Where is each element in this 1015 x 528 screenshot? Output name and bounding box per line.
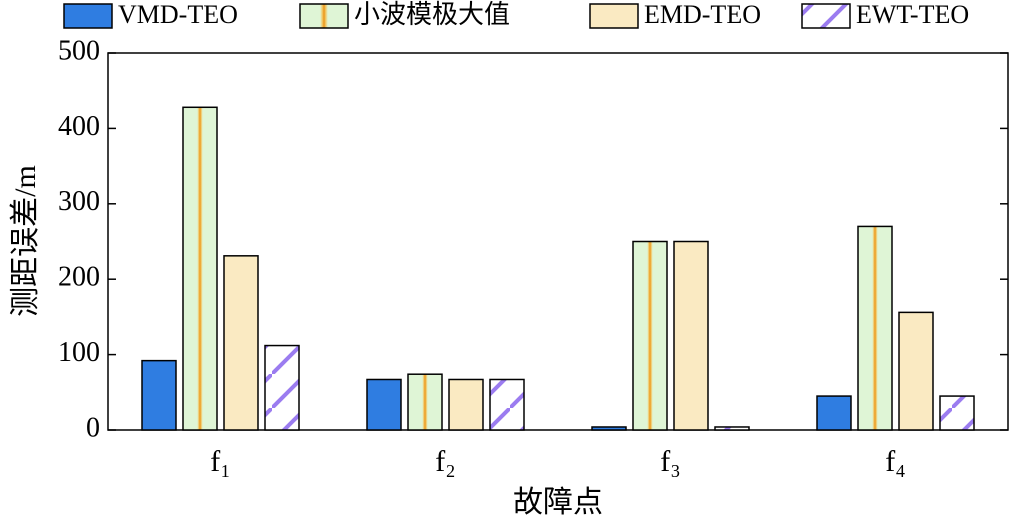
bar	[591, 426, 627, 431]
y-tick-label: 0	[86, 412, 100, 443]
legend-label: VMD-TEO	[118, 0, 238, 29]
bar	[141, 359, 177, 431]
x-tick-label: f₃	[660, 445, 680, 478]
legend-swatch	[589, 3, 639, 29]
bar	[366, 378, 402, 431]
bar	[489, 378, 525, 431]
bar	[714, 426, 750, 431]
bar	[632, 240, 668, 431]
y-tick-label: 200	[58, 262, 100, 293]
bar	[407, 373, 443, 431]
y-axis-label: 测距误差/m	[9, 165, 42, 317]
bar	[673, 240, 709, 431]
y-tick-label: 400	[58, 111, 100, 142]
bar	[816, 395, 852, 431]
legend-swatch	[801, 3, 851, 29]
x-tick-label: f₄	[885, 445, 905, 478]
y-tick-label: 300	[58, 186, 100, 217]
bar	[857, 225, 893, 431]
legend-swatch	[63, 3, 113, 29]
x-axis-label: 故障点	[513, 486, 603, 519]
bar	[939, 395, 975, 431]
y-tick-label: 500	[58, 35, 100, 66]
legend-label: EWT-TEO	[856, 0, 969, 29]
plot-frame	[107, 52, 1009, 431]
x-tick-label: f₂	[435, 445, 455, 478]
bar	[182, 106, 218, 431]
bar	[898, 311, 934, 431]
y-tick-label: 100	[58, 337, 100, 368]
bar	[448, 378, 484, 431]
bar	[264, 344, 300, 431]
bar	[223, 255, 259, 431]
legend-label: 小波模极大值	[354, 0, 510, 29]
legend-label: EMD-TEO	[644, 0, 761, 29]
x-tick-label: f₁	[210, 445, 230, 478]
legend-swatch	[299, 3, 349, 29]
